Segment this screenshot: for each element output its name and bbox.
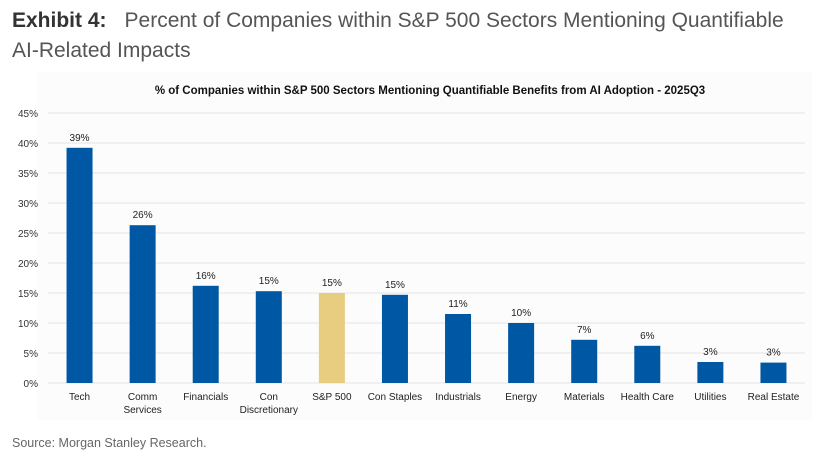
x-tick-label: Con Staples bbox=[368, 392, 422, 403]
bar bbox=[508, 323, 535, 383]
x-tick-label: Services bbox=[123, 405, 161, 416]
exhibit-label: Exhibit 4: bbox=[12, 9, 107, 32]
y-tick-label: 5% bbox=[24, 349, 39, 360]
x-tick-label: Industrials bbox=[435, 392, 481, 403]
chart-panel bbox=[38, 72, 812, 420]
bar bbox=[318, 293, 345, 383]
y-tick-label: 15% bbox=[18, 289, 38, 300]
bar bbox=[255, 291, 282, 383]
y-tick-label: 0% bbox=[24, 379, 39, 390]
data-label: 11% bbox=[448, 299, 467, 310]
y-tick-label: 30% bbox=[18, 199, 38, 210]
x-tick-label: Con bbox=[260, 392, 278, 403]
exhibit-heading: Exhibit 4: Percent of Companies within S&… bbox=[12, 6, 812, 66]
data-label: 6% bbox=[640, 331, 655, 342]
data-label: 15% bbox=[385, 280, 405, 291]
x-tick-label: Energy bbox=[505, 392, 537, 403]
bar bbox=[634, 345, 661, 383]
x-tick-label: Utilities bbox=[694, 392, 726, 403]
x-tick-label: Tech bbox=[69, 392, 90, 403]
bar bbox=[129, 225, 156, 383]
x-tick-label: Comm bbox=[128, 392, 157, 403]
x-tick-label: Discretionary bbox=[240, 405, 298, 416]
data-label: 26% bbox=[133, 210, 153, 221]
x-tick-label: Health Care bbox=[621, 392, 675, 403]
y-tick-label: 20% bbox=[18, 259, 38, 270]
y-tick-label: 10% bbox=[18, 319, 38, 330]
y-tick-label: 40% bbox=[18, 139, 38, 150]
exhibit-title: Percent of Companies within S&P 500 Sect… bbox=[12, 9, 784, 62]
bar bbox=[66, 147, 93, 383]
data-label: 15% bbox=[259, 276, 279, 287]
y-tick-label: 35% bbox=[18, 169, 38, 180]
data-label: 7% bbox=[577, 325, 592, 336]
bar bbox=[192, 285, 219, 383]
x-tick-label: Financials bbox=[183, 392, 228, 403]
bar bbox=[381, 294, 408, 383]
x-tick-label: Materials bbox=[564, 392, 605, 403]
x-tick-label: S&P 500 bbox=[312, 392, 352, 403]
data-label: 15% bbox=[322, 278, 342, 289]
bar bbox=[760, 362, 787, 383]
data-label: 3% bbox=[703, 347, 718, 358]
bar bbox=[697, 362, 724, 383]
bar bbox=[445, 314, 472, 383]
data-label: 10% bbox=[511, 308, 531, 319]
bar bbox=[571, 339, 598, 383]
data-label: 16% bbox=[196, 271, 216, 282]
data-label: 39% bbox=[70, 133, 90, 144]
data-label: 3% bbox=[766, 348, 781, 359]
source-note: Source: Morgan Stanley Research. bbox=[12, 436, 207, 450]
y-tick-label: 45% bbox=[18, 109, 38, 120]
chart-title: % of Companies within S&P 500 Sectors Me… bbox=[155, 85, 705, 97]
y-tick-label: 25% bbox=[18, 229, 38, 240]
x-tick-label: Real Estate bbox=[748, 392, 800, 403]
